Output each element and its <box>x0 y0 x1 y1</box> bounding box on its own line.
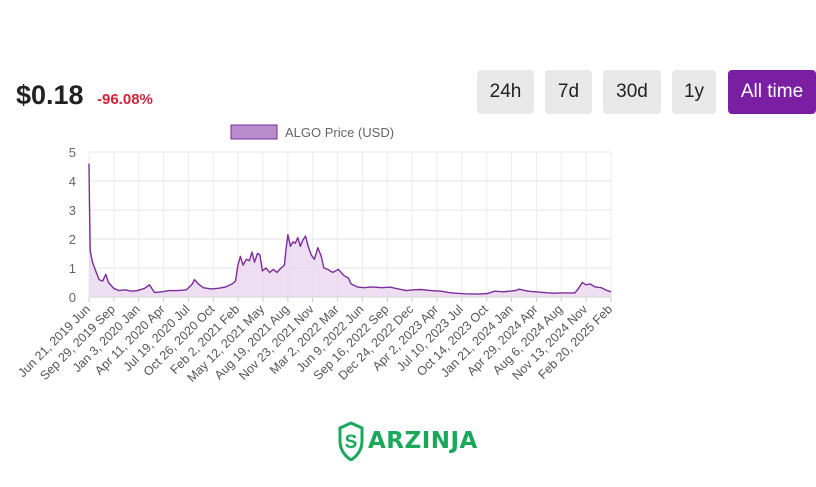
brand-logo: S ARZINJA <box>338 420 478 462</box>
svg-text:S: S <box>345 432 358 453</box>
timeframe-24h-button[interactable]: 24h <box>477 70 534 114</box>
y-tick-label: 3 <box>69 203 76 218</box>
chart-legend[interactable]: ALGO Price (USD) <box>230 124 394 140</box>
y-tick-label: 4 <box>69 174 76 189</box>
timeframe-1y-button[interactable]: 1y <box>672 70 716 114</box>
current-price: $0.18 <box>16 80 84 110</box>
timeframe-30d-button[interactable]: 30d <box>603 70 661 114</box>
shield-dollar-icon: S <box>338 421 364 461</box>
legend-swatch <box>230 124 278 140</box>
y-tick-label: 1 <box>69 261 76 276</box>
price-series <box>88 163 612 297</box>
legend-label: ALGO Price (USD) <box>285 125 394 140</box>
y-axis: 0 1 2 3 4 5 <box>69 145 76 305</box>
y-tick-label: 5 <box>69 145 76 160</box>
y-tick-label: 0 <box>69 290 76 305</box>
price-line <box>88 163 612 295</box>
price-area <box>89 163 611 297</box>
timeframe-7d-button[interactable]: 7d <box>545 70 592 114</box>
chart-grid <box>88 151 612 298</box>
price-change-percent: -96.08% <box>97 91 153 108</box>
price-chart: ALGO Price (USD) 0 1 2 3 4 5 Jun 21, 2019 Jun… <box>15 124 615 385</box>
y-tick-label: 2 <box>69 232 76 247</box>
brand-name: ARZINJA <box>368 428 478 454</box>
timeframe-all-time-button[interactable]: All time <box>728 70 816 114</box>
